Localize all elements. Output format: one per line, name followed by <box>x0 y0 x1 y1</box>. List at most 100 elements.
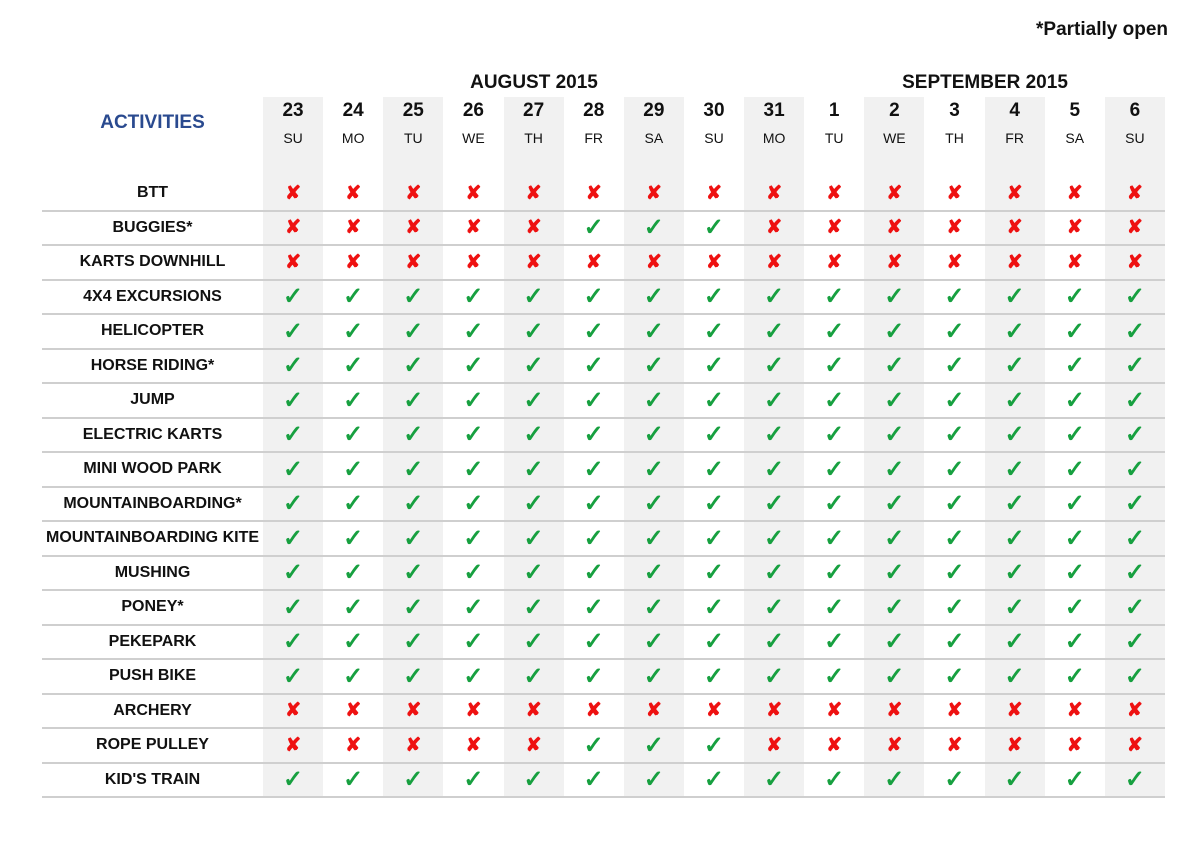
check-icon: ✓ <box>283 628 304 656</box>
activity-name: PONEY* <box>121 598 184 616</box>
check-icon: ✓ <box>1124 490 1145 518</box>
check-icon: ✓ <box>1064 317 1085 345</box>
check-icon: ✓ <box>523 593 544 621</box>
check-icon: ✓ <box>523 283 544 311</box>
cross-icon: ✘ <box>1066 251 1083 273</box>
check-icon: ✓ <box>884 352 905 380</box>
check-icon: ✓ <box>703 766 725 794</box>
cross-icon: ✘ <box>465 251 482 273</box>
check-icon: ✓ <box>403 455 424 483</box>
check-icon: ✓ <box>283 352 304 380</box>
check-icon: ✓ <box>523 421 544 449</box>
cross-icon: ✘ <box>345 700 362 722</box>
day-number: 29 <box>643 100 665 121</box>
activity-row: PONEY* ✓ ✓ ✓ ✓ ✓ ✓ ✓ ✓ ✓ ✓ ✓ ✓ ✓ ✓ ✓ <box>42 591 1165 626</box>
check-icon: ✓ <box>824 421 845 449</box>
check-icon: ✓ <box>703 731 725 759</box>
check-icon: ✓ <box>884 421 905 449</box>
check-icon: ✓ <box>583 283 604 311</box>
check-icon: ✓ <box>824 628 845 656</box>
check-icon: ✓ <box>1064 593 1085 621</box>
check-icon: ✓ <box>463 766 484 794</box>
check-icon: ✓ <box>283 283 304 311</box>
check-icon: ✓ <box>583 214 604 242</box>
check-icon: ✓ <box>824 283 845 311</box>
cross-icon: ✘ <box>886 251 903 273</box>
check-icon: ✓ <box>703 317 725 345</box>
check-icon: ✓ <box>884 386 905 414</box>
check-icon: ✓ <box>764 317 785 345</box>
activity-name: BUGGIES* <box>112 218 193 236</box>
day-name: SA <box>644 130 664 146</box>
check-icon: ✓ <box>1124 421 1145 449</box>
column-shade <box>1104 97 1165 797</box>
activity-name: 4X4 EXCURSIONS <box>83 287 222 305</box>
check-icon: ✓ <box>463 662 484 690</box>
check-icon: ✓ <box>944 352 965 380</box>
check-icon: ✓ <box>764 283 785 311</box>
check-icon: ✓ <box>463 386 484 414</box>
check-icon: ✓ <box>944 524 965 552</box>
day-header: 26 WE <box>443 100 503 146</box>
check-icon: ✓ <box>583 386 604 414</box>
day-number: 31 <box>763 100 785 121</box>
cross-icon: ✘ <box>345 182 362 204</box>
cross-icon: ✘ <box>645 251 662 273</box>
activity-name: MUSHING <box>114 563 191 581</box>
check-icon: ✓ <box>1124 283 1145 311</box>
activity-row: PUSH BIKE ✓ ✓ ✓ ✓ ✓ ✓ ✓ ✓ ✓ ✓ ✓ ✓ ✓ ✓ ✓ <box>42 660 1165 695</box>
check-icon: ✓ <box>944 490 965 518</box>
cross-icon: ✘ <box>345 217 362 239</box>
day-header: 28 FR <box>564 100 624 146</box>
check-icon: ✓ <box>523 662 544 690</box>
check-icon: ✓ <box>643 628 664 656</box>
check-icon: ✓ <box>1004 283 1025 311</box>
cross-icon: ✘ <box>1126 217 1143 239</box>
check-icon: ✓ <box>583 731 604 759</box>
day-header: 31 MO <box>744 100 804 146</box>
check-icon: ✓ <box>703 490 725 518</box>
check-icon: ✓ <box>764 524 785 552</box>
cross-icon: ✘ <box>886 700 903 722</box>
day-header: 3 TH <box>924 100 984 146</box>
check-icon: ✓ <box>523 455 544 483</box>
check-icon: ✓ <box>583 421 604 449</box>
check-icon: ✓ <box>703 386 725 414</box>
activity-row: HORSE RIDING* ✓ ✓ ✓ ✓ ✓ ✓ ✓ ✓ ✓ ✓ ✓ ✓ ✓ ✓ ✓ <box>42 350 1165 384</box>
cross-icon: ✘ <box>465 217 482 239</box>
check-icon: ✓ <box>403 662 424 690</box>
cross-icon: ✘ <box>1066 182 1083 204</box>
check-icon: ✓ <box>944 593 965 621</box>
cross-icon: ✘ <box>525 734 542 756</box>
cross-icon: ✘ <box>766 182 783 204</box>
cross-icon: ✘ <box>525 217 542 239</box>
cross-icon: ✘ <box>886 734 903 756</box>
check-icon: ✓ <box>463 490 484 518</box>
month-august: AUGUST 2015 <box>470 72 598 93</box>
check-icon: ✓ <box>463 352 484 380</box>
column-shade <box>984 97 1045 797</box>
column-shade <box>383 97 444 797</box>
activity-name: MOUNTAINBOARDING KITE <box>45 529 260 547</box>
day-name: SU <box>704 130 724 146</box>
check-icon: ✓ <box>1004 662 1025 690</box>
activity-name: PEKEPARK <box>108 632 197 650</box>
check-icon: ✓ <box>703 421 725 449</box>
check-icon: ✓ <box>1064 559 1085 587</box>
day-name: SU <box>1125 130 1145 146</box>
activity-row: HELICOPTER ✓ ✓ ✓ ✓ ✓ ✓ ✓ ✓ ✓ ✓ ✓ ✓ ✓ ✓ ✓ <box>42 315 1165 350</box>
check-icon: ✓ <box>643 283 664 311</box>
check-icon: ✓ <box>1004 766 1025 794</box>
activity-row: ELECTRIC KARTS ✓ ✓ ✓ ✓ ✓ ✓ ✓ ✓ ✓ ✓ ✓ ✓ ✓ ✓ ✓ <box>42 419 1165 453</box>
cross-icon: ✘ <box>585 700 602 722</box>
check-icon: ✓ <box>1064 421 1085 449</box>
check-icon: ✓ <box>1064 283 1085 311</box>
check-icon: ✓ <box>403 352 424 380</box>
day-number: 6 <box>1129 100 1141 121</box>
activity-row: KID'S TRAIN ✓ ✓ ✓ ✓ ✓ ✓ ✓ ✓ ✓ ✓ ✓ ✓ ✓ ✓ ✓ <box>42 764 1165 798</box>
check-icon: ✓ <box>283 662 304 690</box>
check-icon: ✓ <box>403 283 424 311</box>
check-icon: ✓ <box>1064 628 1085 656</box>
day-number: 1 <box>828 100 840 121</box>
cross-icon: ✘ <box>285 251 302 273</box>
